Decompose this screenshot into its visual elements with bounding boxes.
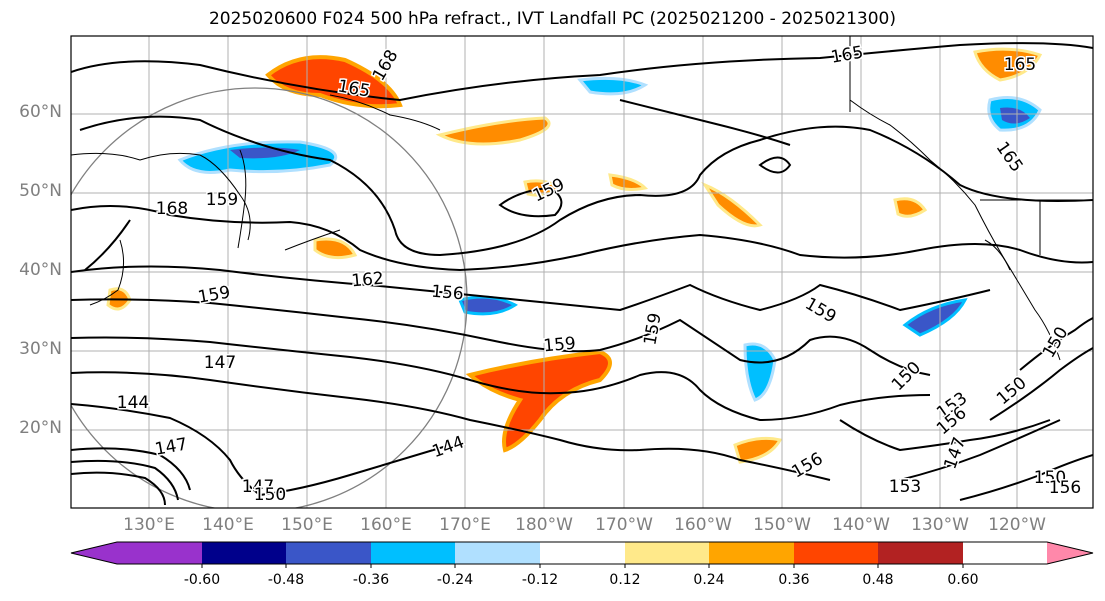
lon-label: 120°W <box>988 515 1046 535</box>
positive-patch <box>313 237 358 260</box>
negative-patch <box>743 342 777 402</box>
colorbar-segment <box>202 542 286 564</box>
contour-label: 147 <box>242 477 274 497</box>
contour-label: 156 <box>430 282 464 305</box>
contour-label: 162 <box>351 269 385 292</box>
colorbar-tick-label: 0.36 <box>778 572 810 588</box>
ivt-fill-layer <box>106 47 1043 464</box>
colorbar-segment <box>286 542 371 564</box>
lat-label: 50°N <box>19 181 62 201</box>
lon-label: 140°E <box>202 515 254 535</box>
colorbar-tick-label: 0.24 <box>693 572 725 588</box>
colorbar-segment <box>117 542 202 564</box>
lat-label: 30°N <box>19 339 62 359</box>
positive-patch <box>465 349 612 453</box>
contour-label: 147 <box>204 353 236 373</box>
colorbar-segment <box>878 542 963 564</box>
negative-patch <box>577 76 649 96</box>
lon-label: 150°W <box>753 515 811 535</box>
contour-label: 144 <box>117 393 149 413</box>
colorbar-tick-label: -0.48 <box>267 572 305 588</box>
lat-label: 60°N <box>19 102 62 122</box>
lon-label: 170°W <box>595 515 653 535</box>
colorbar-tick-label: -0.24 <box>436 572 474 588</box>
lat-label: 20°N <box>19 418 62 438</box>
contour-label: 156 <box>1049 478 1081 498</box>
contour-label: 150 <box>254 485 286 505</box>
colorbar-tick-label: -0.12 <box>521 572 559 588</box>
positive-patch <box>435 116 551 146</box>
positive-patch <box>733 436 783 464</box>
colorbar-segment <box>455 542 540 564</box>
lon-label: 140°W <box>832 515 890 535</box>
coastlines <box>71 36 1093 361</box>
colorbar-tick-label: 0.48 <box>862 572 894 588</box>
colorbar-tick-marks <box>201 564 964 568</box>
contour-label: 165 <box>1004 55 1036 75</box>
contour-label: 168 <box>156 199 188 219</box>
map-frame <box>70 35 1094 509</box>
colorbar-tick-label: 0.60 <box>947 572 979 588</box>
lon-label: 160°E <box>360 515 412 535</box>
positive-patch <box>893 197 928 218</box>
colorbar-segment <box>71 542 117 564</box>
negative-patch <box>902 298 968 337</box>
lon-label: 170°E <box>439 515 491 535</box>
colorbar-outline <box>70 541 1094 565</box>
lon-label: 150°E <box>281 515 333 535</box>
lon-label: 180°W <box>515 515 573 535</box>
contour-label: 153 <box>889 477 921 497</box>
lon-label: 130°W <box>911 515 969 535</box>
positive-patch <box>973 47 1043 82</box>
negative-patch <box>457 295 518 316</box>
colorbar-tick-label: -0.60 <box>183 572 221 588</box>
lat-label: 40°N <box>19 260 62 280</box>
colorbar-segment <box>371 542 455 564</box>
colorbar-tick-label: 0.12 <box>609 572 641 588</box>
contour-label: 159 <box>543 334 577 357</box>
contour-label: 159 <box>206 190 238 210</box>
range-circle <box>71 87 468 508</box>
lon-label: 160°W <box>674 515 732 535</box>
colorbar-segment <box>540 542 625 564</box>
colorbar-segment <box>709 542 794 564</box>
colorbar-tick-label: -0.36 <box>352 572 390 588</box>
lon-label: 130°E <box>123 515 175 535</box>
colorbar-segment <box>1047 542 1093 564</box>
colorbar-segment <box>625 542 709 564</box>
colorbar-segment <box>794 542 878 564</box>
refractivity-contours <box>71 42 1093 506</box>
negative-patch <box>1000 107 1030 124</box>
contour-label: 150 <box>1034 468 1066 488</box>
colorbar-segments <box>71 542 1093 564</box>
map-title: 2025020600 F024 500 hPa refract., IVT La… <box>208 9 896 29</box>
